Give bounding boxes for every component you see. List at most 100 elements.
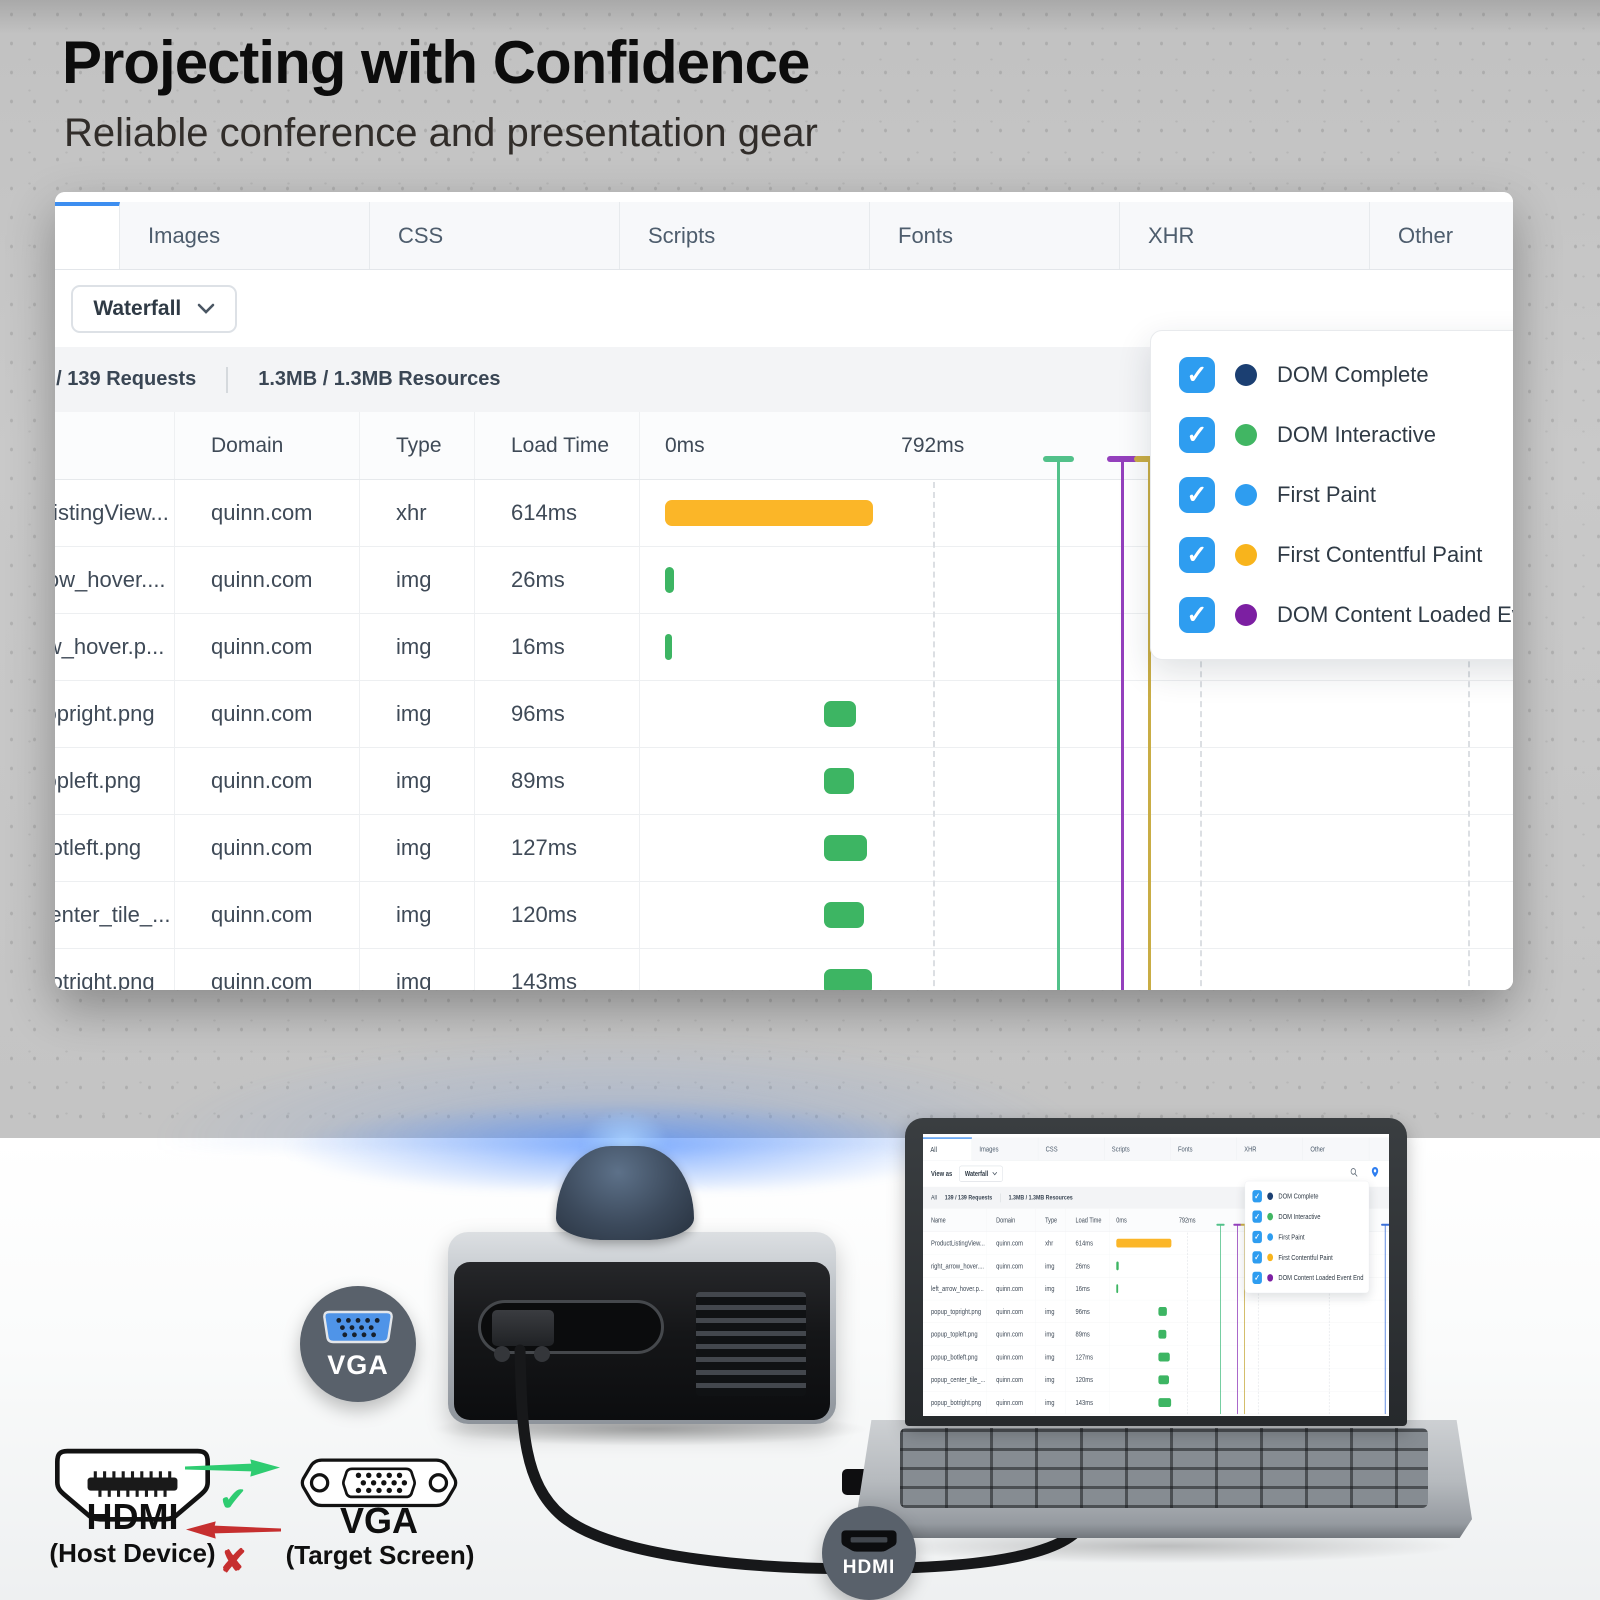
checkbox-checked-icon[interactable]: ✓ bbox=[1252, 1271, 1262, 1284]
checkbox-checked-icon[interactable]: ✓ bbox=[1179, 537, 1215, 573]
legend-label: DOM Interactive bbox=[1278, 1212, 1321, 1221]
tab-label: CSS bbox=[1045, 1144, 1058, 1153]
table-row[interactable]: popup_botleft.png quinn.com img 127ms bbox=[55, 815, 1513, 882]
column-load-time[interactable]: Load Time bbox=[475, 412, 640, 479]
checkbox-checked-icon[interactable]: ✓ bbox=[1252, 1190, 1262, 1203]
legend-dot bbox=[1267, 1233, 1274, 1241]
request-name: popup_center_tile_... bbox=[923, 1368, 987, 1392]
request-load-time: 127ms bbox=[475, 815, 640, 881]
tab-css[interactable]: CSS bbox=[1038, 1137, 1105, 1161]
table-row[interactable]: popup_topleft.png quinn.com img 89ms bbox=[55, 748, 1513, 815]
hdmi-badge-label: HDMI bbox=[842, 1556, 896, 1578]
request-load-time: 26ms bbox=[1066, 1254, 1110, 1278]
request-load-time: 120ms bbox=[1066, 1368, 1110, 1392]
vga-plug-screw bbox=[494, 1346, 510, 1362]
request-name: popup_topleft.png bbox=[55, 748, 175, 814]
tab-all[interactable]: All bbox=[923, 1137, 972, 1161]
tab-other[interactable]: Other bbox=[1303, 1137, 1370, 1161]
request-domain: quinn.com bbox=[987, 1300, 1036, 1323]
vga-plug bbox=[492, 1310, 554, 1346]
projector-lens-dome bbox=[556, 1146, 694, 1240]
search-icon[interactable] bbox=[1350, 1167, 1358, 1177]
column-name[interactable]: Name bbox=[923, 1208, 987, 1232]
summary-requests: 139 / 139 Requests bbox=[944, 1193, 993, 1202]
requests-table: Name Domain Type Load Time 0ms 792ms 1.6… bbox=[55, 412, 1513, 990]
request-type: img bbox=[360, 681, 475, 747]
waterfall-bar bbox=[823, 768, 854, 794]
request-domain: quinn.com bbox=[175, 681, 360, 747]
legend-item[interactable]: ✓ DOM Content Loaded Event End bbox=[1252, 1271, 1369, 1284]
table-row[interactable]: popup_center_tile_... quinn.com img 120m… bbox=[923, 1368, 1389, 1392]
waterfall-bar bbox=[823, 902, 865, 928]
legend-label: First Contentful Paint bbox=[1277, 542, 1483, 567]
tab-label: Other bbox=[1310, 1144, 1325, 1153]
laptop-keyboard bbox=[900, 1428, 1428, 1508]
table-row[interactable]: popup_topright.png quinn.com img 96ms bbox=[55, 681, 1513, 748]
table-row[interactable]: popup_center_tile_... quinn.com img 120m… bbox=[55, 882, 1513, 949]
checkbox-checked-icon[interactable]: ✓ bbox=[1179, 597, 1215, 633]
table-row[interactable]: popup_botright.png quinn.com img 143ms bbox=[55, 949, 1513, 990]
checkbox-checked-icon[interactable]: ✓ bbox=[1179, 477, 1215, 513]
column-domain[interactable]: Domain bbox=[175, 412, 360, 479]
tab-label: Images bbox=[979, 1144, 999, 1153]
view-mode-select[interactable]: Waterfall bbox=[71, 284, 238, 333]
legend-dot bbox=[1235, 424, 1257, 446]
checkbox-checked-icon[interactable]: ✓ bbox=[1179, 357, 1215, 393]
tab-label: XHR bbox=[1244, 1144, 1257, 1153]
request-name: popup_botleft.png bbox=[923, 1345, 987, 1369]
request-load-time: 89ms bbox=[1066, 1323, 1110, 1346]
column-domain[interactable]: Domain bbox=[987, 1208, 1036, 1232]
legend-item[interactable]: ✓ DOM Content Loaded Event End bbox=[1179, 597, 1513, 633]
column-type[interactable]: Type bbox=[360, 412, 475, 479]
column-type[interactable]: Type bbox=[1036, 1208, 1066, 1232]
request-load-time: 614ms bbox=[1066, 1231, 1110, 1255]
waterfall-bar bbox=[1158, 1329, 1167, 1339]
tab-other[interactable]: Other bbox=[1370, 202, 1513, 269]
request-name: popup_topleft.png bbox=[923, 1323, 987, 1346]
legend-dot bbox=[1267, 1274, 1274, 1282]
page-subtitle: Reliable conference and presentation gea… bbox=[64, 111, 818, 155]
waterfall-bar bbox=[1116, 1284, 1119, 1294]
request-load-time: 143ms bbox=[475, 949, 640, 990]
hdmi-connector-icon bbox=[841, 1529, 897, 1552]
table-row[interactable]: popup_topleft.png quinn.com img 89ms bbox=[923, 1323, 1389, 1346]
legend-item[interactable]: ✓ First Contentful Paint bbox=[1252, 1251, 1369, 1264]
column-load-time[interactable]: Load Time bbox=[1066, 1208, 1110, 1232]
view-mode-select[interactable]: Waterfall bbox=[959, 1165, 1004, 1182]
checkbox-checked-icon[interactable]: ✓ bbox=[1252, 1210, 1262, 1223]
waterfall-bar bbox=[1158, 1375, 1170, 1385]
table-row[interactable]: popup_botleft.png quinn.com img 127ms bbox=[923, 1345, 1389, 1369]
legend-item[interactable]: ✓ DOM Interactive bbox=[1252, 1210, 1369, 1223]
tab-fonts[interactable]: Fonts bbox=[1171, 1137, 1237, 1161]
tab-xhr[interactable]: XHR bbox=[1237, 1137, 1303, 1161]
legend-dot bbox=[1235, 364, 1257, 386]
location-icon[interactable] bbox=[1371, 1166, 1379, 1178]
request-type: img bbox=[360, 748, 475, 814]
tab-images[interactable]: Images bbox=[972, 1137, 1039, 1161]
tab-scripts[interactable]: Scripts bbox=[620, 202, 870, 269]
column-name[interactable]: Name bbox=[55, 412, 175, 479]
checkbox-checked-icon[interactable]: ✓ bbox=[1252, 1230, 1262, 1244]
network-waterfall-panel: All Images CSS Scripts Fonts XHR Other V… bbox=[923, 1134, 1389, 1415]
tab-xhr[interactable]: XHR bbox=[1120, 202, 1370, 269]
request-name: left_arrow_hover.p... bbox=[55, 614, 175, 680]
legend-label: First Paint bbox=[1278, 1232, 1305, 1242]
tab-images[interactable]: Images bbox=[120, 202, 370, 269]
legend-dot bbox=[1235, 544, 1257, 566]
legend-item[interactable]: ✓ DOM Interactive bbox=[1179, 417, 1513, 453]
tab-css[interactable]: CSS bbox=[370, 202, 620, 269]
tab-scripts[interactable]: Scripts bbox=[1104, 1137, 1171, 1161]
tab-all[interactable]: All bbox=[55, 202, 120, 269]
legend-item[interactable]: ✓ DOM Complete bbox=[1252, 1190, 1369, 1203]
legend-item[interactable]: ✓ First Paint bbox=[1179, 477, 1513, 513]
legend-item[interactable]: ✓ DOM Complete bbox=[1179, 357, 1513, 393]
checkbox-checked-icon[interactable]: ✓ bbox=[1179, 417, 1215, 453]
legend-item[interactable]: ✓ First Contentful Paint bbox=[1179, 537, 1513, 573]
tab-fonts[interactable]: Fonts bbox=[870, 202, 1120, 269]
table-row[interactable]: popup_topright.png quinn.com img 96ms bbox=[923, 1300, 1389, 1324]
request-domain: quinn.com bbox=[175, 949, 360, 990]
checkbox-checked-icon[interactable]: ✓ bbox=[1252, 1251, 1262, 1264]
table-row[interactable]: popup_botright.png quinn.com img 143ms bbox=[923, 1391, 1389, 1415]
legend-item[interactable]: ✓ First Paint bbox=[1252, 1230, 1369, 1244]
waterfall-bar bbox=[823, 701, 857, 727]
